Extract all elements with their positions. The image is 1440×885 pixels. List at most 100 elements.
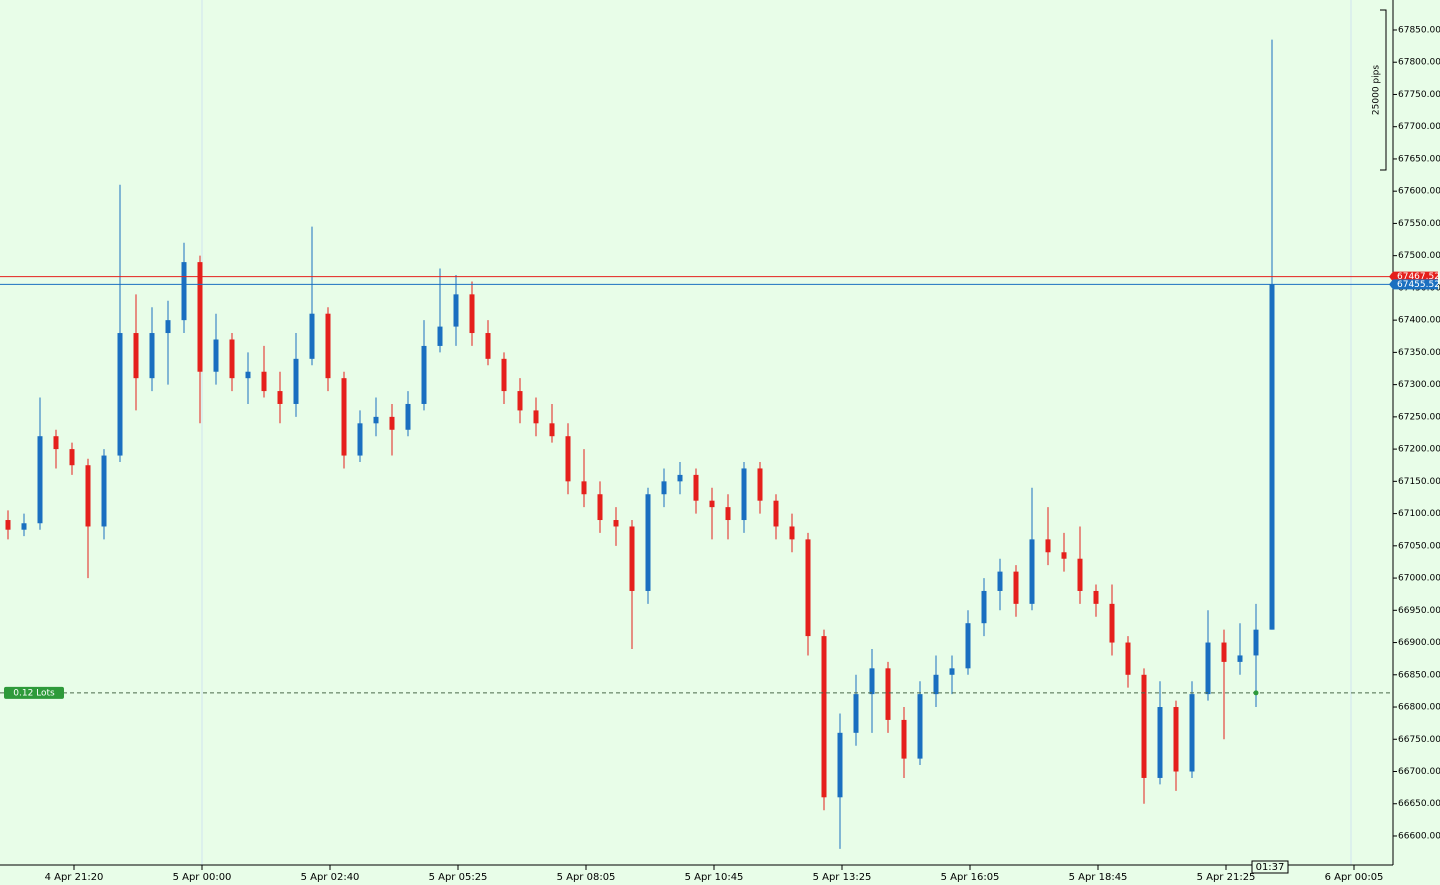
position-tag [4,686,64,699]
y-tick-label: 67400.00 [1398,316,1440,326]
candle-body [213,339,219,372]
candle-body [773,500,779,527]
candle-body [133,333,139,379]
candle-body [837,732,843,798]
x-tick-label: 5 Apr 10:45 [685,872,744,883]
x-tick-label: 5 Apr 08:05 [557,872,616,883]
candle-body [357,423,363,456]
candle-body [1013,571,1019,604]
x-tick-label: 5 Apr 05:25 [429,872,488,883]
x-tick-label: 4 Apr 21:20 [45,872,104,883]
candle-body [21,523,27,530]
candle-body [981,590,987,624]
y-tick-label: 67600.00 [1398,187,1440,197]
candle-body [1077,558,1083,591]
candle-body [341,378,347,456]
candle-body [245,371,251,379]
candle-body [661,481,667,495]
candle-body [469,294,475,334]
candle-body [917,694,923,759]
y-tick-label: 67200.00 [1398,445,1440,455]
candle-body [53,436,59,450]
candle-body [117,333,123,456]
candle-body [485,333,491,359]
candle-body [405,403,411,430]
candle-body [197,262,203,372]
candle-body [181,262,187,321]
candle-body [517,391,523,411]
candle-body [437,326,443,346]
candle-body [453,294,459,327]
candle-body [965,623,971,669]
position-marker [1253,690,1259,696]
ask-label: 67467.52 [1397,272,1440,282]
y-tick-label: 67800.00 [1398,58,1440,68]
y-tick-label: 67700.00 [1398,122,1440,132]
candle-body [741,468,747,521]
candle-body [85,465,91,527]
candle-body [1221,642,1227,662]
candle-body [933,674,939,695]
position-label: 0.12 Lots [13,688,55,698]
candle-body [1061,552,1067,559]
candle-body [949,668,955,675]
y-tick-label: 66650.00 [1398,799,1440,809]
y-tick-label: 66800.00 [1398,703,1440,713]
candle-body [693,474,699,501]
candle-body [789,526,795,540]
y-tick-label: 67650.00 [1398,154,1440,164]
candle-body [1109,603,1115,643]
y-tick-label: 66850.00 [1398,670,1440,680]
candle-body [1125,642,1131,675]
candle-body [805,539,811,637]
candle-body [997,571,1003,591]
countdown: 01:37 [1256,862,1285,873]
y-tick-label: 67850.00 [1398,25,1440,35]
candle-body [1237,655,1243,662]
candle-body [597,494,603,521]
candle-body [869,668,875,695]
y-tick-label: 66900.00 [1398,638,1440,648]
candle-body [885,668,891,720]
candle-body [37,436,43,524]
candle-body [581,481,587,495]
y-tick-label: 67250.00 [1398,412,1440,422]
candle-body [1157,707,1163,778]
candle-body [373,416,379,424]
y-tick-label: 67550.00 [1398,219,1440,229]
candle-body [69,449,75,466]
ask-tag [1389,271,1438,282]
y-tick-label: 67100.00 [1398,509,1440,519]
countdown-box [1251,860,1289,874]
y-tick-label: 66700.00 [1398,767,1440,777]
candle-body [757,468,763,501]
candle-body [501,358,507,392]
candle-body [1093,590,1099,604]
x-tick-label: 6 Apr 00:05 [1325,872,1384,883]
bid-label: 67455.52 [1397,280,1440,290]
candle-body [645,494,651,591]
candle-body [309,313,315,359]
candle-body [613,520,619,527]
candle-body [1253,629,1259,656]
candle-body [709,500,715,508]
candle-body [261,371,267,392]
x-tick-label: 5 Apr 18:45 [1069,872,1128,883]
range-bracket [1380,9,1387,171]
bid-tag [1389,279,1438,290]
candle-body [1045,539,1051,553]
candle-body [5,520,11,530]
candle-body [821,636,827,798]
x-tick-label: 5 Apr 13:25 [813,872,872,883]
y-tick-label: 67750.00 [1398,90,1440,100]
y-tick-label: 67350.00 [1398,348,1440,358]
candle-body [725,507,731,521]
candle-body [1269,284,1275,630]
candle-body [901,719,907,759]
candle-body [277,391,283,404]
y-tick-label: 67150.00 [1398,477,1440,487]
candle-body [325,313,331,379]
y-tick-label: 67300.00 [1398,380,1440,390]
